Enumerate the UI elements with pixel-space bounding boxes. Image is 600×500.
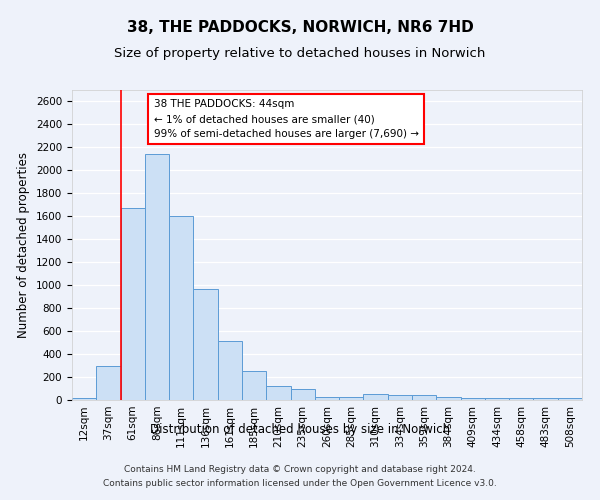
Text: 38, THE PADDOCKS, NORWICH, NR6 7HD: 38, THE PADDOCKS, NORWICH, NR6 7HD — [127, 20, 473, 35]
Bar — [339, 396, 364, 400]
Text: 38 THE PADDOCKS: 44sqm
← 1% of detached houses are smaller (40)
99% of semi-deta: 38 THE PADDOCKS: 44sqm ← 1% of detached … — [154, 100, 419, 139]
Bar — [485, 398, 509, 400]
Bar — [145, 154, 169, 400]
Bar — [169, 216, 193, 400]
Bar — [364, 394, 388, 400]
Bar — [121, 208, 145, 400]
Bar — [558, 398, 582, 400]
Bar — [72, 398, 96, 400]
Text: Contains public sector information licensed under the Open Government Licence v3: Contains public sector information licen… — [103, 479, 497, 488]
Bar — [388, 396, 412, 400]
Bar — [266, 386, 290, 400]
Bar — [412, 396, 436, 400]
Text: Distribution of detached houses by size in Norwich: Distribution of detached houses by size … — [150, 422, 450, 436]
Text: Contains HM Land Registry data © Crown copyright and database right 2024.: Contains HM Land Registry data © Crown c… — [124, 466, 476, 474]
Bar — [461, 398, 485, 400]
Text: Size of property relative to detached houses in Norwich: Size of property relative to detached ho… — [115, 48, 485, 60]
Bar — [436, 397, 461, 400]
Bar — [290, 389, 315, 400]
Bar — [315, 396, 339, 400]
Bar — [96, 366, 121, 400]
Bar — [218, 342, 242, 400]
Y-axis label: Number of detached properties: Number of detached properties — [17, 152, 31, 338]
Bar — [242, 370, 266, 400]
Bar — [509, 398, 533, 400]
Bar — [533, 398, 558, 400]
Bar — [193, 288, 218, 400]
